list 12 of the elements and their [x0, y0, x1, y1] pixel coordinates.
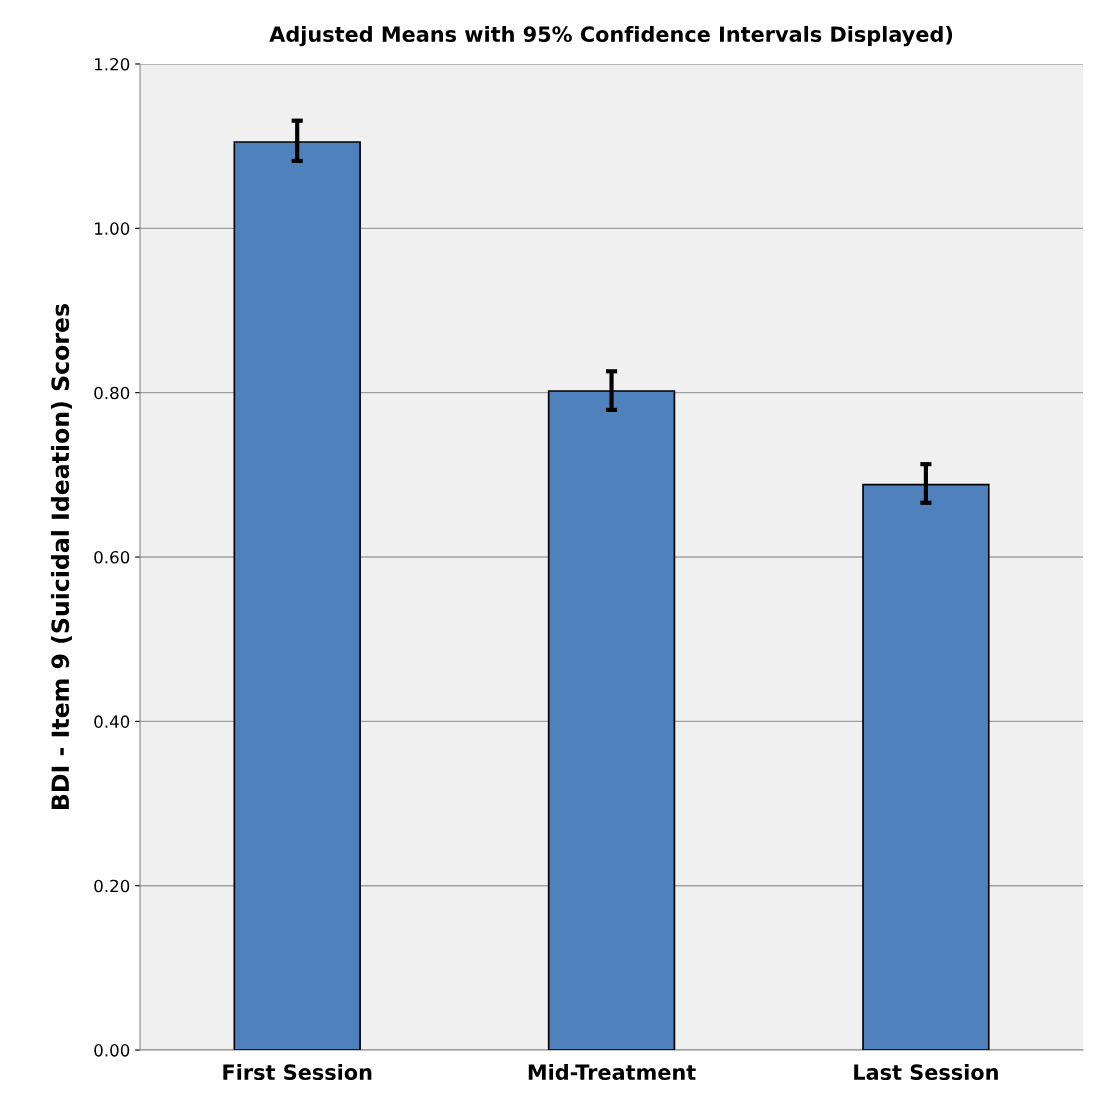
- y-tick-label: 0.60: [94, 550, 130, 564]
- x-tick-label: Last Session: [854, 1063, 998, 1081]
- x-tick-label: Mid-Treatment: [528, 1063, 696, 1081]
- y-tick-label: 0.40: [94, 715, 130, 728]
- y-tick-label: 1.20: [95, 57, 130, 71]
- y-tick-label: 1.00: [95, 222, 130, 235]
- y-tick-label: 0.00: [94, 1044, 130, 1057]
- y-axis-title: BDI - Item 9 (Suicidal Ideation) Scores: [50, 304, 72, 809]
- chart-title: Adjusted Means with 95% Confidence Intervals Displayed): [269, 25, 953, 47]
- y-tick-label: 0.20: [94, 879, 130, 893]
- x-tick-label: First Session: [223, 1063, 372, 1081]
- y-tick-label: 0.80: [94, 386, 130, 400]
